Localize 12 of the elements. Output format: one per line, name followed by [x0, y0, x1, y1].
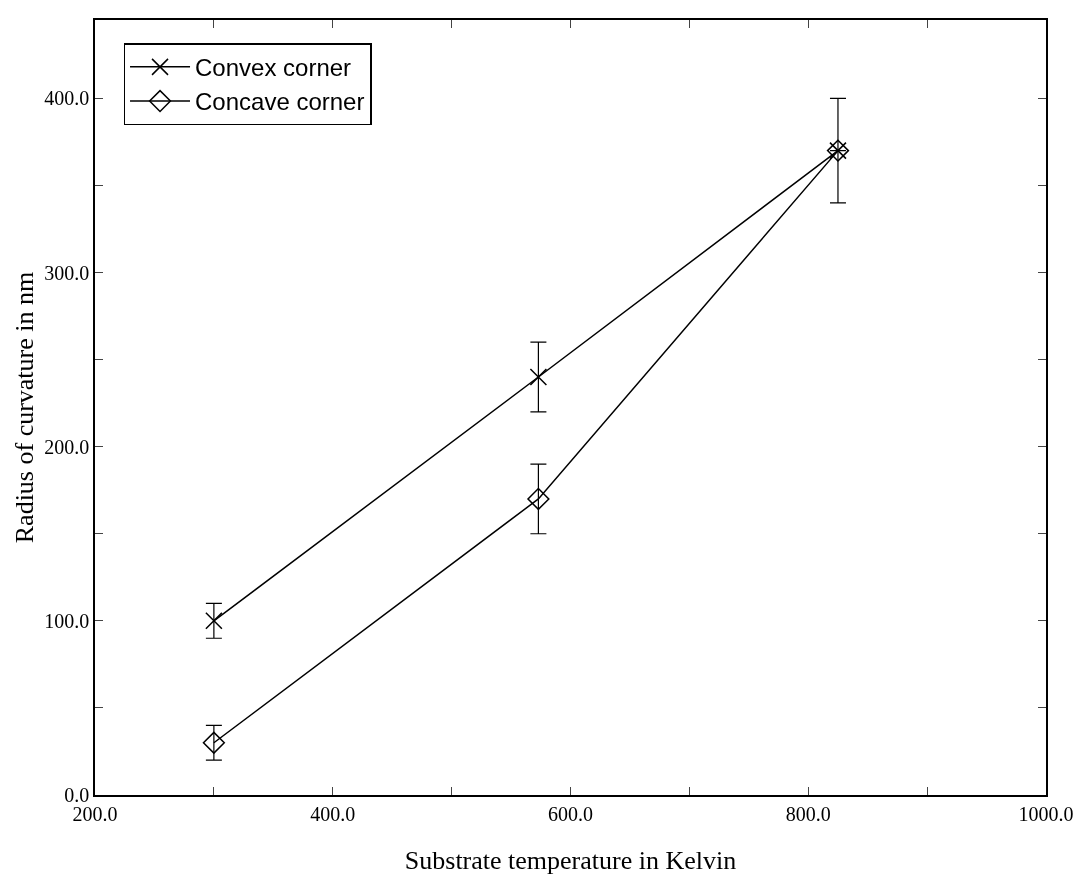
x-tick-label: 800.0: [785, 802, 831, 825]
x-tick-label: 600.0: [548, 802, 593, 825]
y-tick-label: 200.0: [44, 435, 90, 458]
legend-label: Concave corner: [195, 88, 365, 116]
x-tick-label: 1000.0: [1018, 802, 1074, 825]
y-tick-label: 100.0: [44, 609, 90, 632]
y-axis-title: Radius of curvature in nm: [9, 271, 39, 544]
x-axis-title: Substrate temperature in Kelvin: [404, 846, 737, 875]
legend-label: Convex corner: [195, 54, 352, 82]
y-tick-label: 400.0: [44, 87, 90, 110]
x-tick-label: 400.0: [310, 802, 356, 825]
y-tick-label: 300.0: [44, 261, 90, 284]
